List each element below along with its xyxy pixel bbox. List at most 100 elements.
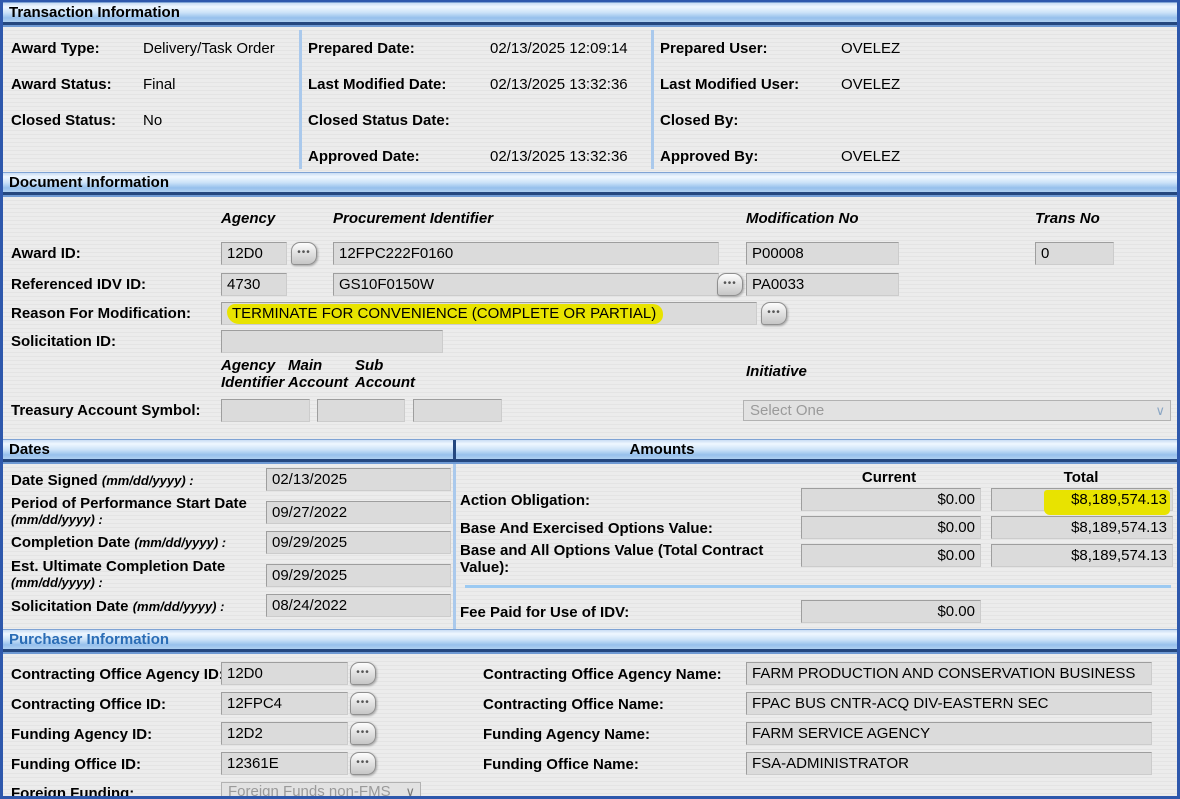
date-signed-field[interactable]: 02/13/2025 [266, 468, 451, 491]
funding-office-name-field[interactable]: FSA-ADMINISTRATOR [746, 752, 1152, 775]
amounts-separator [465, 585, 1171, 588]
base-exercised-options-label: Base And Exercised Options Value: [460, 520, 713, 537]
last-modified-date-label: Last Modified Date: [308, 76, 447, 93]
contracting-office-agency-id-field[interactable]: 12D0 [221, 662, 348, 685]
funding-agency-name-label: Funding Agency Name: [483, 726, 650, 743]
prepared-date-label: Prepared Date: [308, 40, 415, 57]
solicitation-date-field[interactable]: 08/24/2022 [266, 594, 451, 617]
transaction-information-section: Award Type: Delivery/Task Order Prepared… [3, 25, 1177, 172]
reason-for-modification-field[interactable]: TERMINATE FOR CONVENIENCE (COMPLETE OR P… [221, 302, 757, 325]
solicitation-id-label: Solicitation ID: [11, 333, 116, 350]
award-type-value: Delivery/Task Order [143, 40, 275, 57]
current-column-header: Current [861, 469, 917, 486]
completion-date-field[interactable]: 09/29/2025 [266, 531, 451, 554]
tas-agency-identifier-field[interactable] [221, 399, 310, 422]
reason-lookup-button[interactable]: ••• [761, 302, 787, 325]
column-divider [651, 30, 654, 169]
tas-sub-header-line2: Account [355, 374, 415, 391]
contracting-office-name-label: Contracting Office Name: [483, 696, 664, 713]
purchaser-information-header: Purchaser Information [3, 629, 1177, 652]
award-agency-lookup-button[interactable]: ••• [291, 242, 317, 265]
prepared-user-value: OVELEZ [841, 40, 901, 57]
funding-agency-name-field[interactable]: FARM SERVICE AGENCY [746, 722, 1152, 745]
dates-section-title: Dates [9, 441, 50, 458]
dates-amounts-divider [453, 464, 456, 629]
base-all-options-current-field[interactable]: $0.00 [801, 544, 981, 567]
action-obligation-total-value: $8,189,574.13 [1071, 491, 1167, 508]
approved-date-label: Approved Date: [308, 148, 420, 165]
amounts-section-title: Amounts [629, 441, 695, 458]
funding-office-lookup-button[interactable]: ••• [350, 752, 376, 775]
ellipsis-icon: ••• [723, 278, 737, 289]
initiative-selected-value: Select One [750, 402, 825, 419]
tas-main-account-field[interactable] [317, 399, 405, 422]
dates-amounts-header: Dates Amounts [3, 439, 1177, 462]
tas-agency-header-line1: Agency [221, 357, 276, 374]
base-exercised-options-current-field[interactable]: $0.00 [801, 516, 981, 539]
award-agency-field[interactable]: 12D0 [221, 242, 287, 265]
closed-status-label: Closed Status: [11, 112, 117, 129]
est-ultimate-completion-date-field[interactable]: 09/29/2025 [266, 564, 451, 587]
base-all-options-total-field[interactable]: $8,189,574.13 [991, 544, 1173, 567]
base-exercised-options-total-field[interactable]: $8,189,574.13 [991, 516, 1173, 539]
idv-agency-field[interactable]: 4730 [221, 273, 287, 296]
award-procurement-id-field[interactable]: 12FPC222F0160 [333, 242, 719, 265]
modification-no-column-header: Modification No [746, 210, 859, 227]
contracting-office-agency-lookup-button[interactable]: ••• [350, 662, 376, 685]
pop-start-date-field[interactable]: 09/27/2022 [266, 501, 451, 524]
tas-main-header-line1: Main [288, 357, 323, 374]
approved-by-label: Approved By: [660, 148, 759, 165]
award-id-label: Award ID: [11, 245, 81, 262]
chevron-down-icon: ∨ [405, 784, 415, 799]
fee-paid-idv-current-field[interactable]: $0.00 [801, 600, 981, 623]
foreign-funding-label: Foreign Funding: [11, 785, 135, 799]
award-trans-no-field[interactable]: 0 [1035, 242, 1114, 265]
solicitation-id-field[interactable] [221, 330, 443, 353]
dates-amounts-section: Date Signed (mm/dd/yyyy) : 02/13/2025 Pe… [3, 462, 1177, 629]
pop-start-date-label: Period of Performance Start Date (mm/dd/… [11, 495, 247, 528]
tas-main-header-line2: Account [288, 374, 348, 391]
funding-agency-lookup-button[interactable]: ••• [350, 722, 376, 745]
contracting-office-agency-id-label: Contracting Office Agency ID: [11, 666, 224, 683]
last-modified-user-value: OVELEZ [841, 76, 901, 93]
contracting-office-lookup-button[interactable]: ••• [350, 692, 376, 715]
chevron-down-icon: ∨ [1155, 403, 1165, 418]
idv-procurement-id-field[interactable]: GS10F0150W [333, 273, 719, 296]
contracting-office-agency-name-field[interactable]: FARM PRODUCTION AND CONSERVATION BUSINES… [746, 662, 1152, 685]
foreign-funding-select[interactable]: Foreign Funds non-FMS ∨ [221, 782, 421, 799]
foreign-funding-selected-value: Foreign Funds non-FMS [228, 783, 391, 799]
funding-agency-id-field[interactable]: 12D2 [221, 722, 348, 745]
treasury-account-symbol-label: Treasury Account Symbol: [11, 402, 201, 419]
solicitation-date-label: Solicitation Date (mm/dd/yyyy) : [11, 598, 225, 615]
procurement-id-column-header: Procurement Identifier [333, 210, 494, 227]
contracting-office-id-label: Contracting Office ID: [11, 696, 167, 713]
funding-agency-id-label: Funding Agency ID: [11, 726, 153, 743]
contracting-office-id-field[interactable]: 12FPC4 [221, 692, 348, 715]
initiative-select[interactable]: Select One ∨ [743, 400, 1171, 421]
closed-by-label: Closed By: [660, 112, 739, 129]
tas-sub-account-field[interactable] [413, 399, 502, 422]
funding-office-id-field[interactable]: 12361E [221, 752, 348, 775]
section-title: Transaction Information [9, 4, 180, 21]
referenced-idv-id-label: Referenced IDV ID: [11, 276, 147, 293]
trans-no-column-header: Trans No [1035, 210, 1100, 227]
award-modification-no-field[interactable]: P00008 [746, 242, 899, 265]
funding-office-name-label: Funding Office Name: [483, 756, 639, 773]
ellipsis-icon: ••• [767, 307, 781, 318]
approved-by-value: OVELEZ [841, 148, 901, 165]
agency-column-header: Agency [221, 210, 276, 227]
transaction-information-header: Transaction Information [3, 2, 1177, 25]
action-obligation-total-field[interactable]: $8,189,574.13 [991, 488, 1173, 515]
ellipsis-icon: ••• [356, 697, 370, 708]
contracting-office-name-field[interactable]: FPAC BUS CNTR-ACQ DIV-EASTERN SEC [746, 692, 1152, 715]
reason-for-modification-label: Reason For Modification: [11, 305, 191, 322]
idv-modification-no-field[interactable]: PA0033 [746, 273, 899, 296]
document-information-section: Agency Procurement Identifier Modificati… [3, 195, 1177, 439]
idv-lookup-button[interactable]: ••• [717, 273, 743, 296]
tas-sub-header-line1: Sub [355, 357, 384, 374]
last-modified-date-value: 02/13/2025 13:32:36 [490, 76, 628, 93]
award-type-label: Award Type: [11, 40, 100, 57]
prepared-date-value: 02/13/2025 12:09:14 [490, 40, 628, 57]
date-signed-label: Date Signed (mm/dd/yyyy) : [11, 472, 194, 489]
action-obligation-current-field[interactable]: $0.00 [801, 488, 981, 511]
